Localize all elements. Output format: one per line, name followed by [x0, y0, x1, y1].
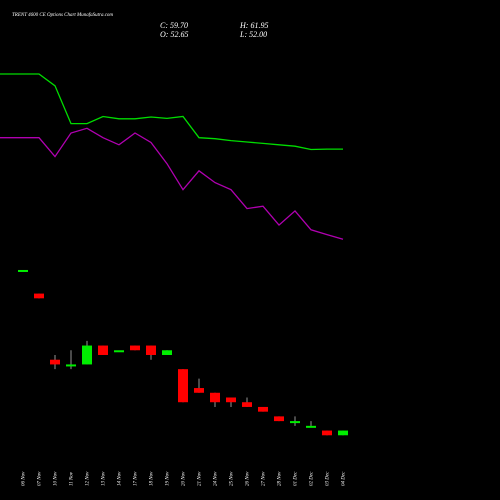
candle: [226, 397, 236, 407]
x-tick-label: 04 Dec: [342, 471, 347, 486]
candle: [242, 397, 252, 407]
x-tick-label: 24 Nov: [214, 471, 219, 486]
x-tick-label: 17 Nov: [134, 471, 139, 486]
candle-body: [226, 397, 236, 403]
candle-body: [82, 345, 92, 365]
open-label: O: 52.65: [160, 30, 188, 39]
candle: [162, 350, 172, 355]
candle: [306, 421, 316, 428]
candle-body: [306, 425, 316, 428]
x-tick-label: 26 Nov: [246, 471, 251, 486]
candle: [210, 392, 220, 407]
x-tick-label: 28 Nov: [278, 471, 283, 486]
candle: [258, 406, 268, 412]
candle: [18, 269, 28, 272]
candle-body: [242, 402, 252, 407]
candle: [322, 430, 332, 436]
x-tick-label: 27 Nov: [262, 471, 267, 486]
candle: [146, 345, 156, 360]
x-tick-label: 13 Nov: [102, 471, 107, 486]
x-tick-label: 06 Nov: [22, 471, 27, 486]
candle-body: [50, 359, 60, 365]
candle-body: [194, 388, 204, 393]
indicator-lines: [0, 73, 344, 240]
close-label: C: 59.70: [160, 21, 188, 30]
x-tick-label: 07 Nov: [38, 471, 43, 486]
candle: [194, 378, 204, 393]
candle-body: [146, 345, 156, 355]
x-tick-label: 25 Nov: [230, 471, 235, 486]
x-tick-label: 03 Dec: [326, 471, 331, 486]
x-tick-label: 12 Nov: [86, 471, 91, 486]
x-axis-ticks: 06 Nov 07 Nov 10 Nov 11 Nov 12 Nov 13 Nov 14 N…: [22, 471, 347, 486]
x-tick-label: 11 Nov: [70, 471, 75, 486]
candle-body: [98, 345, 108, 355]
low-label: L: 52.00: [239, 30, 267, 39]
candle: [34, 293, 44, 299]
candle-body: [290, 421, 300, 424]
candle-body: [258, 406, 268, 412]
candle: [98, 345, 108, 355]
candle: [130, 345, 140, 351]
candle-body: [66, 364, 76, 367]
candle-body: [130, 345, 140, 351]
x-tick-label: 18 Nov: [150, 471, 155, 486]
candle-body: [18, 269, 28, 272]
candle: [178, 369, 188, 403]
candles: [18, 269, 348, 436]
x-tick-label: 20 Nov: [182, 471, 187, 486]
indicator-line-2: [0, 127, 344, 240]
x-tick-label: 01 Dec: [294, 471, 299, 486]
high-label: H: 61.95: [239, 21, 268, 30]
candle-body: [322, 430, 332, 436]
x-tick-label: 02 Dec: [310, 471, 315, 486]
candle-body: [162, 350, 172, 355]
x-tick-label: 21 Nov: [198, 471, 203, 486]
indicator-line-1: [0, 73, 343, 151]
candle-body: [114, 350, 124, 353]
candle: [66, 350, 76, 370]
candle-body: [210, 392, 220, 403]
candle: [50, 354, 60, 370]
candle-body: [274, 416, 284, 422]
x-tick-label: 14 Nov: [118, 471, 123, 486]
candle-body: [34, 293, 44, 299]
chart-title: TRENT 4600 CE Options Chart MunafaSutra.…: [12, 13, 113, 18]
candle-body: [338, 430, 348, 436]
candle: [338, 430, 348, 436]
x-tick-label: 19 Nov: [166, 471, 171, 486]
candle: [290, 416, 300, 426]
candle: [82, 340, 92, 365]
candle-body: [178, 369, 188, 403]
x-tick-label: 10 Nov: [54, 471, 59, 486]
candle: [274, 416, 284, 422]
candle: [114, 350, 124, 353]
